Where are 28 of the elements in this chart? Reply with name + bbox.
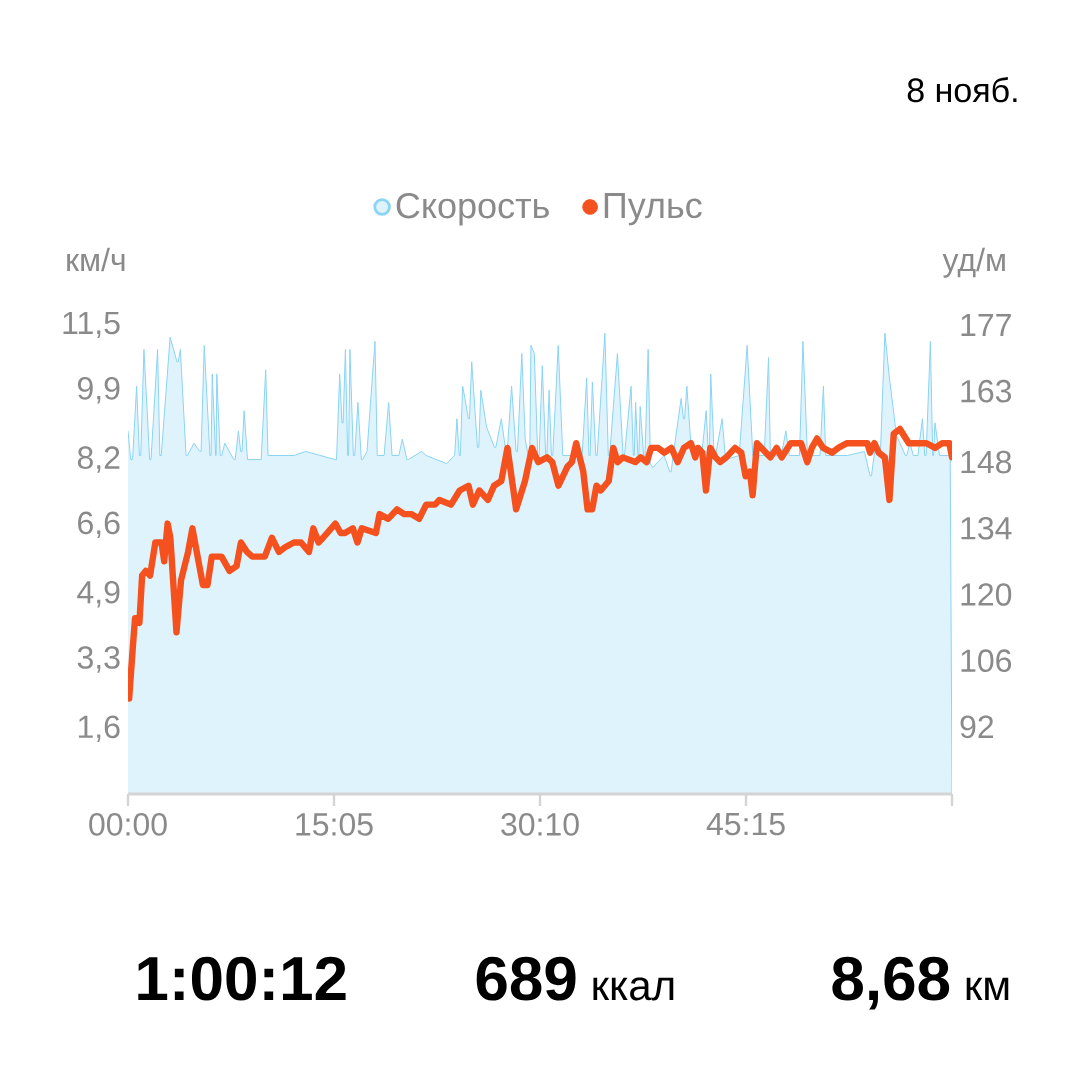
x-tick-label: 30:10 — [501, 813, 579, 836]
y2-tick-label: 120 — [961, 583, 1012, 606]
text: 689 — [476, 956, 576, 1001]
text: 8 нояб. — [907, 77, 1017, 103]
text: км — [966, 977, 1009, 1000]
x-tick-label: 00:00 — [89, 813, 167, 836]
legend-label: Скорость — [396, 192, 549, 226]
y-tick-label: 9,9 — [77, 377, 120, 404]
x-tick-label: 15:05 — [296, 813, 373, 836]
legend-label: Пульс — [604, 193, 702, 226]
x-tick-label: 45:15 — [706, 813, 785, 836]
y-tick-label: 11,5 — [63, 311, 120, 339]
y-axis-title: км/ч — [67, 247, 125, 272]
y2-tick-label: 106 — [961, 649, 1012, 672]
y-tick-label: 8,2 — [77, 446, 120, 473]
y2-axis-title: уд/м — [942, 247, 1005, 278]
y2-tick-label: 148 — [961, 450, 1012, 474]
y2-tick-label: 177 — [961, 313, 1011, 336]
y-tick-label: 3,3 — [77, 646, 120, 673]
text: 1:00:12 — [138, 956, 346, 1001]
text: ккал — [593, 977, 674, 1001]
text: 8,68 — [832, 956, 950, 1010]
y-tick-label: 1,6 — [78, 715, 120, 742]
y-tick-label: 4,9 — [77, 580, 120, 608]
y-tick-label: 6,6 — [78, 511, 120, 539]
y2-tick-label: 92 — [960, 715, 994, 739]
y2-tick-label: 163 — [961, 379, 1012, 403]
y2-tick-label: 134 — [961, 516, 1012, 540]
